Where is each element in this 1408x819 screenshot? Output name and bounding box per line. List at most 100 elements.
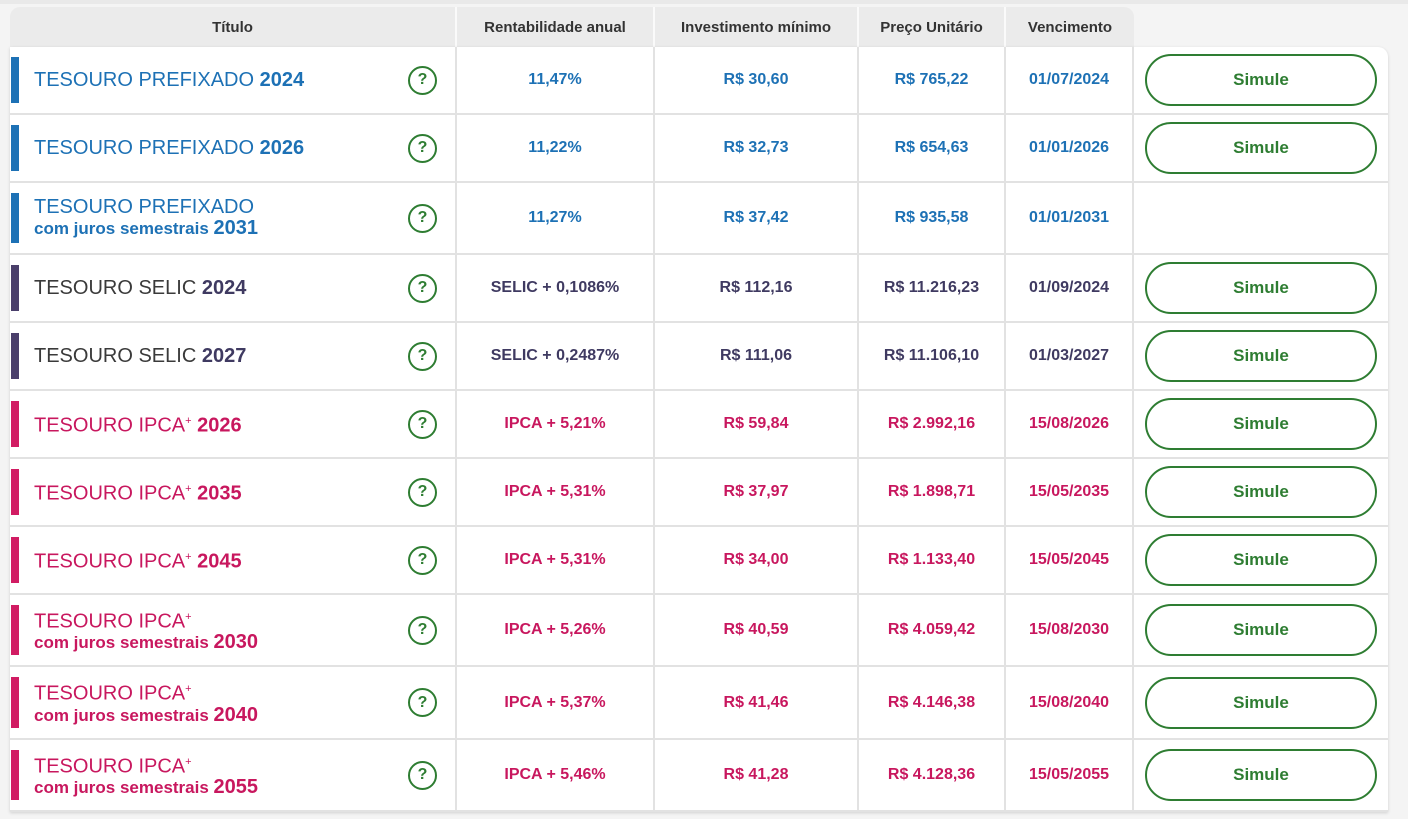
- header-preco: Preço Unitário: [859, 7, 1006, 47]
- title-cell: TESOURO PREFIXADO 2026: [10, 115, 390, 181]
- title-label: TESOURO IPCA: [34, 610, 186, 633]
- help-icon[interactable]: ?: [408, 688, 437, 717]
- help-icon[interactable]: ?: [408, 545, 437, 575]
- investimento-value: R$ 41,46: [655, 667, 859, 738]
- category-color-bar: [11, 677, 19, 728]
- vencimento-value: 15/05/2035: [1006, 459, 1134, 525]
- preco-value: R$ 765,22: [859, 47, 1006, 113]
- simule-button[interactable]: Simule: [1145, 330, 1377, 382]
- category-color-bar: [11, 750, 19, 800]
- title-cell: TESOURO PREFIXADO com juros semestrais 20…: [10, 183, 390, 253]
- header-investimento: Investimento mínimo: [655, 7, 859, 47]
- category-color-bar: [11, 401, 19, 447]
- simule-button[interactable]: Simule: [1145, 398, 1377, 450]
- table-row: TESOURO IPCA+ 2045? IPCA + 5,31% R$ 34,00 R…: [10, 527, 1388, 595]
- preco-value: R$ 1.133,40: [859, 527, 1006, 593]
- rentabilidade-value: IPCA + 5,37%: [457, 667, 655, 738]
- preco-value: R$ 11.106,10: [859, 323, 1006, 389]
- table-row: TESOURO PREFIXADO 2024? 11,47% R$ 30,60 R$ …: [10, 47, 1388, 115]
- help-icon[interactable]: ?: [408, 760, 437, 790]
- vencimento-value: 15/05/2045: [1006, 527, 1134, 593]
- help-icon[interactable]: ?: [408, 409, 437, 439]
- title-cell: TESOURO IPCA+ com juros semestrais 2055: [10, 740, 390, 810]
- rentabilidade-value: 11,27%: [457, 183, 655, 253]
- table-row: TESOURO PREFIXADO com juros semestrais 20…: [10, 183, 1388, 255]
- simule-button[interactable]: Simule: [1145, 262, 1377, 314]
- title-label: TESOURO IPCA: [34, 755, 186, 778]
- help-icon[interactable]: ?: [408, 341, 437, 371]
- vencimento-value: 01/07/2024: [1006, 47, 1134, 113]
- header-titulo: Título: [10, 7, 457, 47]
- simule-button[interactable]: Simule: [1145, 122, 1377, 174]
- title-label: TESOURO IPCA: [34, 482, 186, 505]
- title-year: 2031: [213, 217, 259, 239]
- table-row: TESOURO SELIC 2024? SELIC + 0,1086% R$ 112…: [10, 255, 1388, 323]
- header-rentabilidade: Rentabilidade anual: [457, 7, 655, 47]
- help-icon[interactable]: ?: [408, 615, 437, 645]
- category-color-bar: [11, 469, 19, 515]
- title-year: 2035: [197, 482, 242, 505]
- help-icon[interactable]: ?: [408, 273, 437, 303]
- simule-button[interactable]: Simule: [1145, 534, 1377, 586]
- simule-button[interactable]: Simule: [1145, 604, 1377, 656]
- header-vencimento: Vencimento: [1027, 18, 1113, 36]
- title-superscript: +: [185, 610, 192, 623]
- help-icon[interactable]: ?: [408, 477, 437, 507]
- title-year: 2055: [213, 776, 259, 799]
- title-superscript: +: [185, 551, 192, 564]
- table-row: TESOURO IPCA+ 2035? IPCA + 5,31% R$ 37,97 R…: [10, 459, 1388, 527]
- vencimento-value: 01/01/2031: [1006, 183, 1134, 253]
- rentabilidade-value: SELIC + 0,2487%: [457, 323, 655, 389]
- preco-value: R$ 1.898,71: [859, 459, 1006, 525]
- preco-value: R$ 4.146,38: [859, 667, 1006, 738]
- simule-button[interactable]: Simule: [1145, 749, 1377, 801]
- vencimento-value: 01/01/2026: [1006, 115, 1134, 181]
- investimento-value: R$ 59,84: [655, 391, 859, 457]
- table-row: TESOURO IPCA+ com juros semestrais 2030? I…: [10, 595, 1388, 667]
- rentabilidade-value: 11,22%: [457, 115, 655, 181]
- preco-value: R$ 935,58: [859, 183, 1006, 253]
- help-icon[interactable]: ?: [408, 133, 437, 163]
- title-name: TESOURO SELIC 2024: [34, 277, 246, 299]
- category-color-bar: [11, 193, 19, 243]
- title-label: TESOURO IPCA: [34, 682, 186, 705]
- investimento-value: R$ 41,28: [655, 740, 859, 810]
- preco-value: R$ 4.128,36: [859, 740, 1006, 810]
- title-cell: TESOURO IPCA+ com juros semestrais 2030: [10, 595, 390, 665]
- investimento-value: R$ 37,42: [655, 183, 859, 253]
- vencimento-value: 15/08/2040: [1006, 667, 1134, 738]
- title-year: 2040: [213, 703, 259, 726]
- table-row: TESOURO IPCA+ com juros semestrais 2055? I…: [10, 740, 1388, 812]
- simule-button[interactable]: Simule: [1145, 54, 1377, 106]
- help-icon[interactable]: ?: [408, 65, 437, 95]
- title-subtitle: com juros semestrais: [34, 219, 209, 238]
- vencimento-value: 15/05/2055: [1006, 740, 1134, 810]
- title-year: 2027: [201, 344, 247, 367]
- title-cell: TESOURO IPCA+ com juros semestrais 2040: [10, 667, 390, 738]
- title-label: TESOURO PREFIXADO: [34, 136, 255, 159]
- title-cell: TESOURO IPCA+ 2035: [10, 459, 390, 525]
- help-icon[interactable]: ?: [408, 203, 437, 233]
- vencimento-value: 01/09/2024: [1006, 255, 1134, 321]
- table-header: Título Rentabilidade anual Investimento …: [10, 7, 1134, 47]
- simule-button[interactable]: Simule: [1145, 466, 1377, 518]
- title-superscript: +: [185, 483, 192, 496]
- investimento-value: R$ 32,73: [655, 115, 859, 181]
- category-color-bar: [11, 333, 19, 379]
- investimento-value: R$ 30,60: [655, 47, 859, 113]
- title-cell: TESOURO SELIC 2027: [10, 323, 390, 389]
- title-cell: TESOURO SELIC 2024: [10, 255, 390, 321]
- vencimento-value: 15/08/2026: [1006, 391, 1134, 457]
- title-subtitle: com juros semestrais: [34, 633, 209, 653]
- table-row: TESOURO IPCA+ com juros semestrais 2040? I…: [10, 667, 1388, 740]
- title-year: 2045: [197, 550, 242, 573]
- title-year: 2024: [259, 68, 305, 91]
- investimento-value: R$ 112,16: [655, 255, 859, 321]
- table-row: TESOURO PREFIXADO 2026? 11,22% R$ 32,73 R$ …: [10, 115, 1388, 183]
- title-label: TESOURO SELIC: [34, 344, 197, 367]
- table-row: TESOURO SELIC 2027? SELIC + 0,2487% R$ 111…: [10, 323, 1388, 391]
- simule-button[interactable]: Simule: [1145, 676, 1377, 729]
- title-name: TESOURO IPCA+ com juros semestrais 2030: [34, 607, 258, 654]
- rentabilidade-value: SELIC + 0,1086%: [457, 255, 655, 321]
- rentabilidade-value: IPCA + 5,31%: [457, 527, 655, 593]
